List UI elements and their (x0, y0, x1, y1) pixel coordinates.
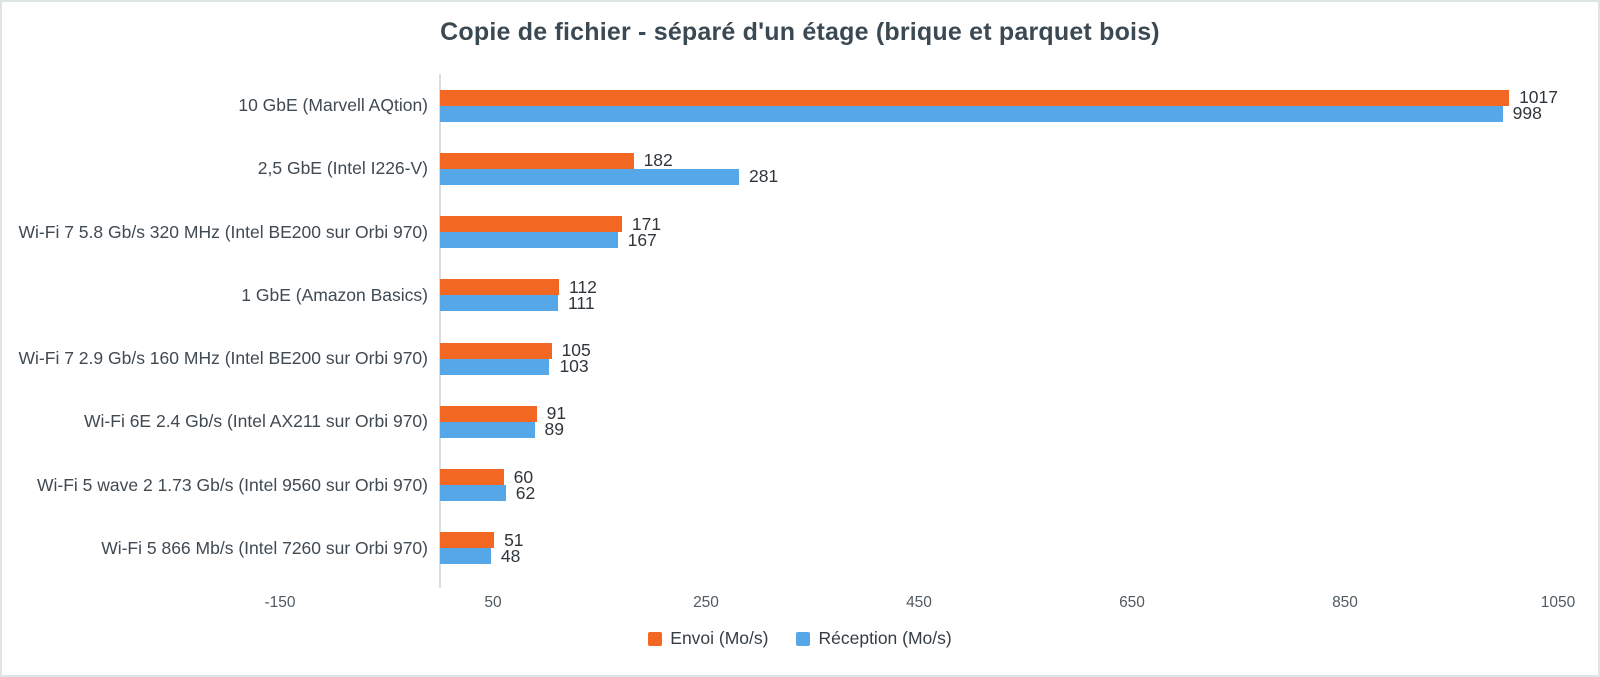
x-tick-label: 450 (906, 594, 932, 611)
value-label: 998 (1512, 103, 1542, 124)
bar-line: 1017 (280, 87, 1558, 108)
legend: Envoi (Mo/s) Réception (Mo/s) (2, 628, 1598, 649)
legend-label: Envoi (Mo/s) (670, 628, 769, 648)
bar-line: 998 (280, 103, 1558, 124)
legend-item: Réception (Mo/s) (796, 628, 952, 649)
category-label: Wi-Fi 5 866 Mb/s (Intel 7260 sur Orbi 97… (101, 537, 428, 558)
chart-row: 105 103 (280, 327, 1558, 390)
legend-item: Envoi (Mo/s) (648, 628, 768, 649)
bar-envoi-mo-s- (439, 216, 622, 233)
bar-rows: 1017 998 182 281 171 167 112 111 105 103 91 89 60 62 5… (280, 74, 1558, 580)
category-axis: 10 GbE (Marvell AQtion) 2,5 GbE (Intel I2… (2, 74, 428, 580)
bar-line: 111 (280, 292, 1558, 313)
bar-envoi-mo-s- (439, 89, 1510, 106)
value-label: 1017 (1519, 87, 1558, 108)
bar-line: 103 (280, 356, 1558, 377)
bar-r-ception-mo-s- (439, 358, 550, 375)
chart-row: 91 89 (280, 390, 1558, 453)
chart-row: 171 167 (280, 201, 1558, 264)
value-label: 48 (500, 545, 521, 566)
value-label: 167 (627, 229, 657, 250)
bar-envoi-mo-s- (439, 152, 634, 169)
x-tick-label: 50 (484, 594, 502, 611)
value-label: 91 (546, 403, 567, 424)
bar-line: 281 (280, 166, 1558, 187)
bar-line: 105 (280, 340, 1558, 361)
chart-title: Copie de fichier - séparé d'un étage (br… (440, 18, 1160, 46)
x-tick-label: 250 (693, 594, 719, 611)
zero-axis-line (438, 74, 441, 588)
category-label: 2,5 GbE (Intel I226-V) (257, 158, 428, 179)
bar-envoi-mo-s- (439, 469, 504, 486)
value-label: 103 (559, 356, 589, 377)
x-tick-label: 650 (1119, 594, 1145, 611)
value-label: 105 (561, 340, 591, 361)
chart-row: 182 281 (280, 137, 1558, 200)
value-label: 281 (749, 166, 779, 187)
bar-line: 182 (280, 150, 1558, 171)
bar-line: 48 (280, 545, 1558, 566)
x-tick-label: -150 (264, 594, 296, 611)
x-tick-label: 850 (1332, 594, 1358, 611)
chart-row: 51 48 (280, 517, 1558, 580)
category-label: Wi-Fi 6E 2.4 Gb/s (Intel AX211 sur Orbi … (84, 411, 428, 432)
bar-r-ception-mo-s- (439, 232, 618, 249)
bar-r-ception-mo-s- (439, 295, 558, 312)
bar-line: 60 (280, 466, 1558, 487)
bar-envoi-mo-s- (439, 532, 495, 549)
plot-area: 1017 998 182 281 171 167 112 111 105 103 91 89 60 62 5… (280, 74, 1558, 588)
category-label: Wi-Fi 7 5.8 Gb/s 320 MHz (Intel BE200 su… (18, 221, 428, 242)
legend-swatch-icon (648, 631, 663, 646)
category-label: Wi-Fi 5 wave 2 1.73 Gb/s (Intel 9560 sur… (37, 474, 428, 495)
bar-r-ception-mo-s- (439, 485, 506, 502)
bar-line: 171 (280, 213, 1558, 234)
bar-r-ception-mo-s- (439, 105, 1503, 122)
bar-r-ception-mo-s- (439, 548, 491, 565)
bar-line: 112 (280, 276, 1558, 297)
legend-label: Réception (Mo/s) (818, 628, 952, 648)
value-label: 89 (544, 419, 564, 440)
chart-row: 60 62 (280, 454, 1558, 517)
chart-row: 1017 998 (280, 74, 1558, 137)
bar-envoi-mo-s- (439, 342, 552, 359)
chart-row: 112 111 (280, 264, 1558, 327)
bar-r-ception-mo-s- (439, 421, 535, 438)
category-label: 10 GbE (Marvell AQtion) (238, 95, 428, 116)
category-label: 1 GbE (Amazon Basics) (241, 284, 428, 305)
value-label: 171 (631, 213, 662, 234)
value-label: 60 (513, 466, 534, 487)
bar-line: 51 (280, 529, 1558, 550)
bar-line: 167 (280, 229, 1558, 250)
value-label: 112 (569, 276, 597, 297)
bar-envoi-mo-s- (439, 279, 560, 296)
x-tick-label: 1050 (1540, 594, 1576, 611)
legend-swatch-icon (796, 631, 811, 646)
bar-line: 62 (280, 482, 1558, 503)
category-label: Wi-Fi 7 2.9 Gb/s 160 MHz (Intel BE200 su… (18, 348, 428, 369)
x-axis: -150 50 250 450 650 850 1050 (264, 594, 1575, 616)
bar-r-ception-mo-s- (439, 168, 739, 185)
value-label: 62 (515, 482, 536, 503)
value-label: 51 (504, 529, 524, 550)
bar-envoi-mo-s- (439, 405, 537, 422)
value-label: 182 (643, 150, 673, 171)
bar-line: 91 (280, 403, 1558, 424)
value-label: 111 (567, 292, 595, 313)
bar-line: 89 (280, 419, 1558, 440)
